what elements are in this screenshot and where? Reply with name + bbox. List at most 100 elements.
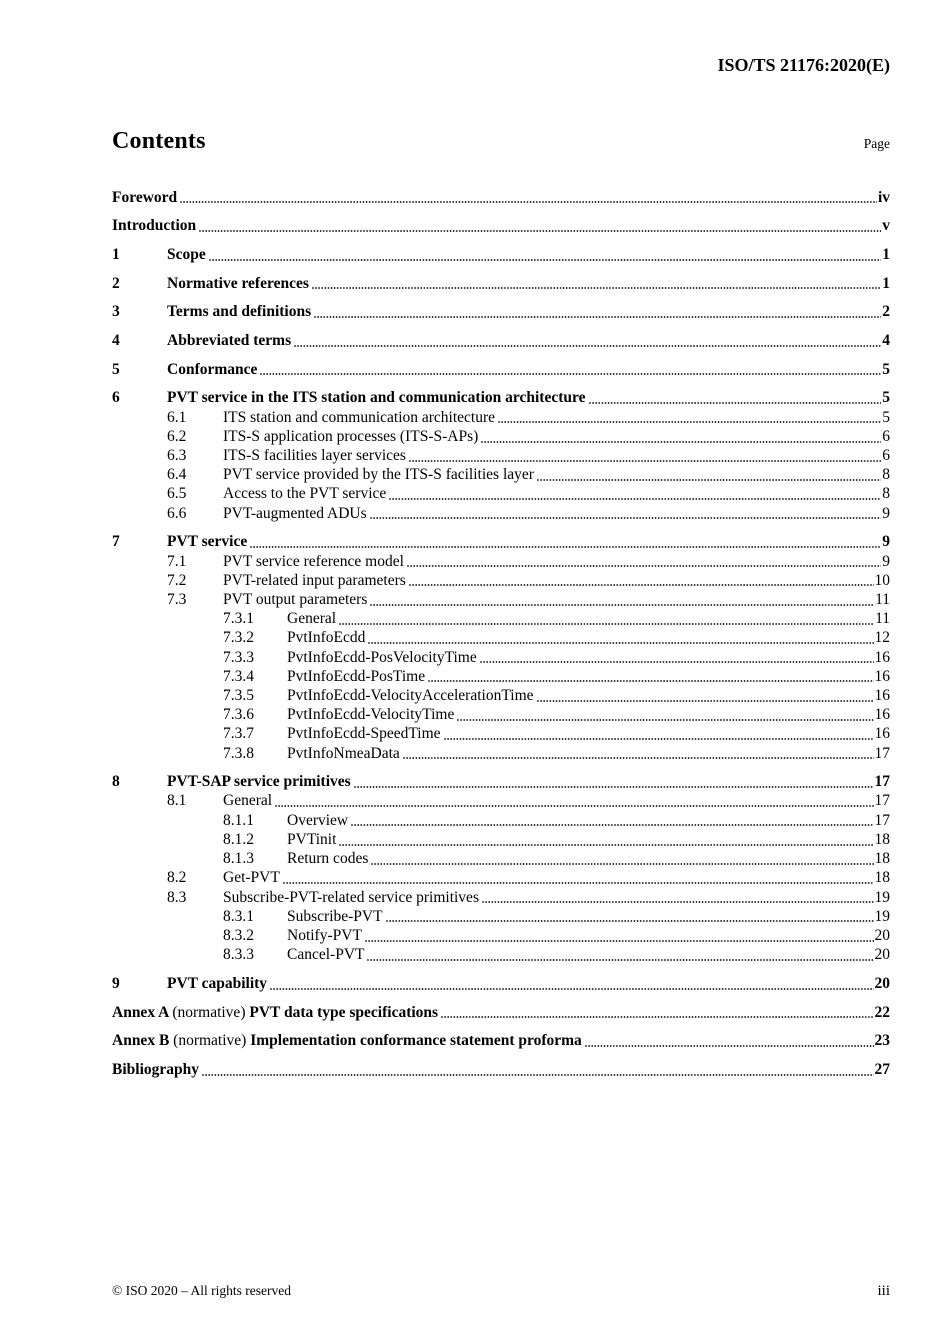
toc-leader-dots [536,699,874,702]
toc-entry[interactable]: 8 PVT-SAP service primitives 17 [112,772,890,791]
toc-entry-label: PvtInfoEcdd-PosTime [287,667,426,685]
toc-entry-page: 5 [882,408,890,426]
toc-entry[interactable]: 6.4 PVT service provided by the ITS-S fac… [112,465,890,484]
toc-entry-number: 7.3.5 [223,686,254,704]
toc-entry[interactable]: 7.3.3 PvtInfoEcdd-PosVelocityTime 16 [112,648,890,667]
toc-leader-dots [311,287,882,290]
toc-entry[interactable]: 6 PVT service in the ITS station and comm… [112,388,890,407]
toc-leader-dots [402,757,874,760]
toc-entry[interactable]: 8.3.1 Subscribe-PVT 19 [112,907,890,926]
toc-entry-page: v [882,217,890,235]
toc-entry-label: Get-PVT [223,869,280,887]
copyright-notice: © ISO 2020 – All rights reserved [112,1283,291,1298]
toc-entry[interactable]: 9 PVT capability 20 [112,974,890,993]
toc-entry[interactable]: 8.2 Get-PVT 18 [112,868,890,887]
toc-entry-page: 6 [882,427,890,445]
toc-leader-dots [260,373,882,376]
toc-entry-page: 16 [874,667,891,685]
toc-entry-label: PVT capability [167,974,268,992]
toc-leader-dots [389,498,882,501]
toc-entry[interactable]: 7.3.1 General 11 [112,609,890,628]
toc-entry-label: PvtInfoEcdd-VelocityTime [287,706,455,724]
toc-entry[interactable]: Bibliography 27 [112,1060,890,1079]
toc-entry-page: 9 [882,533,890,551]
toc-entry-label: Conformance [167,360,258,378]
toc-entry-label: Annex B (normative) Implementation confo… [112,1032,582,1050]
toc-entry[interactable]: 8.1.1 Overview 17 [112,811,890,830]
toc-entry[interactable]: 7.2 PVT-related input parameters 10 [112,571,890,590]
toc-entry[interactable]: Foreword iv [112,188,890,207]
toc-entry-label: Introduction [112,217,197,235]
toc-entry-label: Return codes [287,850,369,868]
toc-entry[interactable]: 7.3.5 PvtInfoEcdd-VelocityAccelerationTim… [112,686,890,705]
toc-entry[interactable]: 6.1 ITS station and communication archite… [112,408,890,427]
toc-list: Foreword iv Introduction v 1 Scope 1 2 Normative… [112,178,890,1079]
toc-entry-label: PVTinit [287,830,337,848]
toc-leader-dots [408,584,874,587]
toc-entry-number: 4 [112,332,120,350]
toc-entry[interactable]: 2 Normative references 1 [112,274,890,293]
toc-entry-number: 7.3.2 [223,629,254,647]
toc-entry-number: 6.4 [167,466,187,484]
toc-entry-number: 7.3.3 [223,648,254,666]
toc-entry[interactable]: 6.5 Access to the PVT service 8 [112,484,890,503]
toc-leader-dots [351,824,874,827]
toc-entry-page: 4 [882,332,890,350]
toc-entry-page: 11 [875,610,890,628]
toc-entry-label: Subscribe-PVT-related service primitives [223,888,479,906]
toc-entry-label: Foreword [112,188,178,206]
toc-entry[interactable]: 4 Abbreviated terms 4 [112,331,890,350]
toc-entry-label: PVT service reference model [223,552,404,570]
toc-entry-page: 16 [874,706,891,724]
toc-entry-page: 19 [874,907,891,925]
toc-entry[interactable]: 3 Terms and definitions 2 [112,302,890,321]
toc-entry[interactable]: 7.3.6 PvtInfoEcdd-VelocityTime 16 [112,705,890,724]
toc-entry[interactable]: 6.6 PVT-augmented ADUs 9 [112,504,890,523]
toc-entry-page: 22 [874,1003,891,1021]
toc-entry[interactable]: 8.1.2 PVTinit 18 [112,830,890,849]
toc-entry-number: 8.1.1 [223,811,254,829]
toc-entry-number: 7 [112,533,120,551]
toc-entry-number: 6.2 [167,427,187,445]
toc-entry[interactable]: 8.3.2 Notify-PVT 20 [112,926,890,945]
toc-header: Contents Page [112,128,890,155]
toc-entry-number: 6.3 [167,447,187,465]
toc-leader-dots [588,402,882,405]
toc-leader-dots [368,642,874,645]
toc-entry[interactable]: Annex A (normative) PVT data type specif… [112,1003,890,1022]
toc-entry[interactable]: 7 PVT service 9 [112,532,890,551]
toc-entry[interactable]: 7.3.8 PvtInfoNmeaData 17 [112,744,890,763]
toc-entry-page: 19 [874,888,891,906]
toc-leader-dots [250,546,882,549]
toc-entry[interactable]: 5 Conformance 5 [112,360,890,379]
toc-entry[interactable]: 8.3 Subscribe-PVT-related service primiti… [112,888,890,907]
toc-leader-dots [339,622,875,625]
toc-leader-dots [282,882,874,884]
toc-entry-label: PVT-SAP service primitives [167,773,351,791]
toc-entry-page: 6 [882,447,890,465]
toc-entry[interactable]: 6.3 ITS-S facilities layer services 6 [112,446,890,465]
toc-entry[interactable]: Annex B (normative) Implementation confo… [112,1031,890,1050]
toc-entry[interactable]: 8.1.3 Return codes 18 [112,849,890,868]
toc-entry[interactable]: 7.3.2 PvtInfoEcdd 12 [112,628,890,647]
toc-entry[interactable]: 7.3.7 PvtInfoEcdd-SpeedTime 16 [112,724,890,743]
toc-entry[interactable]: 8.1 General 17 [112,791,890,810]
toc-entry-page: 8 [882,466,890,484]
toc-entry[interactable]: 7.3 PVT output parameters 11 [112,590,890,609]
document-reference: ISO/TS 21176:2020(E) [717,55,890,75]
toc-entry[interactable]: Introduction v [112,216,890,235]
toc-leader-dots [314,316,882,319]
toc-entry[interactable]: 7.3.4 PvtInfoEcdd-PosTime 16 [112,667,890,686]
toc-entry-page: 16 [874,725,891,743]
toc-entry[interactable]: 7.1 PVT service reference model 9 [112,552,890,571]
toc-entry-label: PvtInfoEcdd-VelocityAccelerationTime [287,686,534,704]
toc-entry[interactable]: 6.2 ITS-S application processes (ITS-S-AP… [112,427,890,446]
toc-leader-dots [353,785,874,788]
toc-entry-page: 20 [874,974,891,992]
toc-entry[interactable]: 1 Scope 1 [112,245,890,264]
toc-entry-page: 9 [882,504,890,522]
toc-entry-label: Normative references [167,274,309,292]
toc-leader-dots [428,680,874,683]
toc-entry[interactable]: 8.3.3 Cancel-PVT 20 [112,945,890,964]
toc-entry-page: 11 [875,590,890,608]
